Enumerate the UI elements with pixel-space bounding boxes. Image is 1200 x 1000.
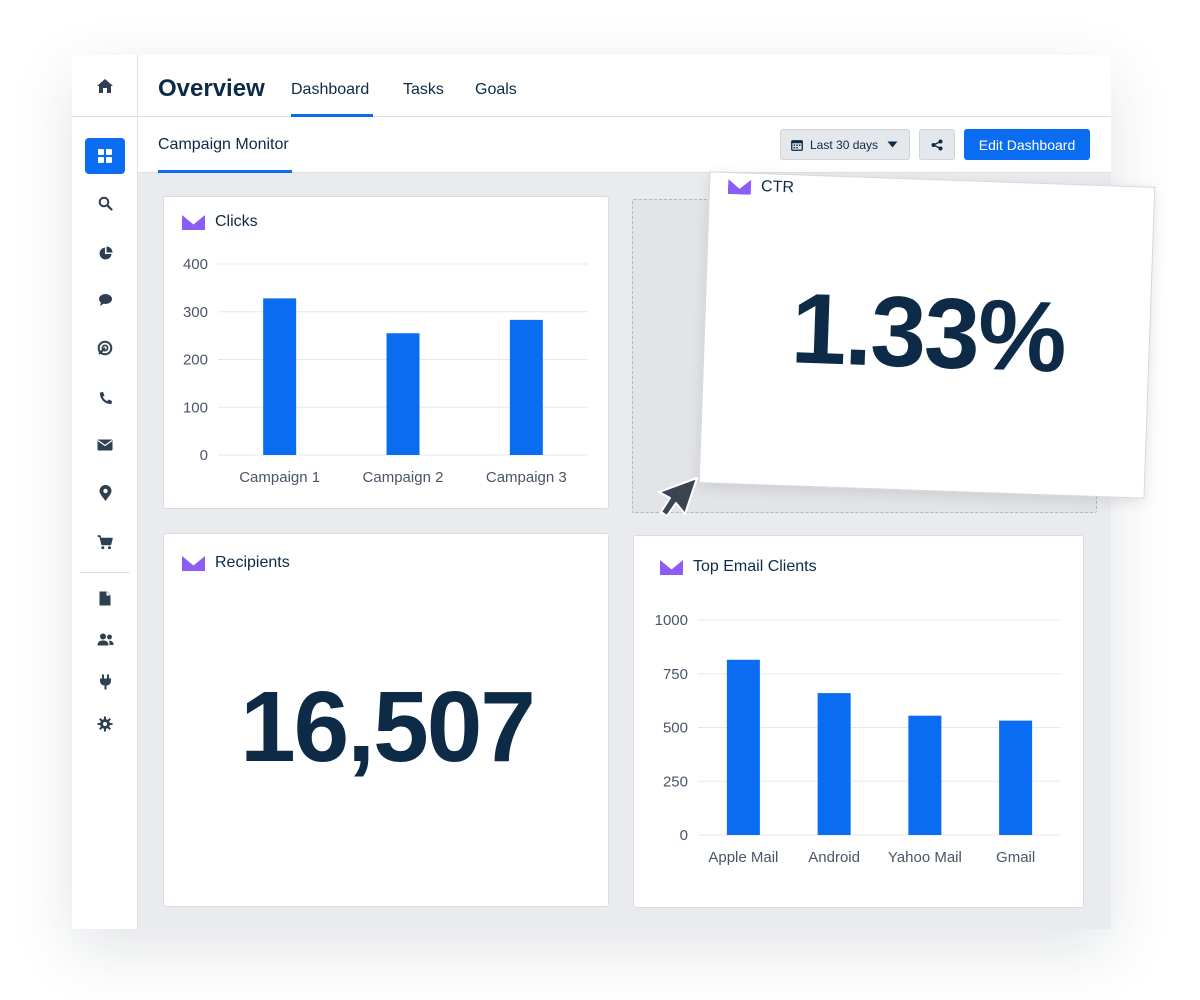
page-title: Overview	[158, 75, 265, 103]
share-icon	[931, 139, 943, 151]
widget-recipients[interactable]: Recipients 16,507	[163, 533, 609, 907]
x-tick-label: Yahoo Mail	[888, 849, 962, 866]
sidebar-item-integrations[interactable]	[85, 664, 125, 700]
x-tick-label: Campaign 1	[239, 469, 320, 486]
mail-icon	[97, 439, 113, 451]
search-icon	[98, 196, 113, 211]
gear-icon	[97, 716, 113, 732]
mouse-cursor-icon	[655, 476, 699, 520]
date-range-button[interactable]: Last 30 days	[780, 129, 910, 160]
target-icon	[97, 340, 113, 356]
campaign-monitor-logo-icon	[182, 556, 205, 571]
sidebar	[72, 55, 138, 929]
widget-header: CTR	[728, 177, 794, 197]
sidebar-divider	[80, 572, 130, 573]
sidebar-item-locations[interactable]	[85, 475, 125, 511]
y-tick-label: 250	[663, 773, 688, 790]
clicks-bar-chart: 0 100 200 300 400 Campaign 1 Campaign 2 Campaig…	[164, 197, 610, 510]
calendar-icon	[791, 139, 803, 151]
y-tick-label: 100	[183, 399, 208, 416]
bar	[999, 721, 1032, 835]
campaign-monitor-logo-icon	[728, 178, 752, 194]
home-icon	[96, 78, 114, 94]
sub-header: Campaign Monitor Last 30 days Edit Dashb…	[138, 117, 1111, 173]
sidebar-item-reports[interactable]	[85, 235, 125, 271]
location-pin-icon	[99, 485, 112, 502]
y-tick-label: 400	[183, 256, 208, 273]
dashboard-grid-icon	[97, 148, 113, 164]
tab-goals[interactable]: Goals	[475, 81, 517, 99]
bar	[387, 333, 420, 455]
tab-dashboard[interactable]: Dashboard	[291, 81, 369, 99]
plug-icon	[99, 674, 112, 690]
sidebar-item-email[interactable]	[85, 427, 125, 463]
sidebar-item-users[interactable]	[85, 621, 125, 657]
widget-clicks[interactable]: Clicks 0 100 200 300 400 Campaign 1 Campaign 2…	[163, 196, 609, 509]
top-bar: Overview Dashboard Tasks Goals	[138, 55, 1111, 117]
sidebar-item-calls[interactable]	[85, 380, 125, 416]
sidebar-item-search[interactable]	[85, 185, 125, 221]
bar	[510, 320, 543, 455]
users-icon	[97, 633, 114, 646]
widget-ctr-dragging[interactable]: CTR 1.33%	[699, 171, 1156, 498]
sidebar-home[interactable]	[72, 55, 137, 117]
y-tick-label: 0	[680, 827, 688, 844]
subtab-campaign-monitor[interactable]: Campaign Monitor	[158, 136, 289, 154]
app-window: Overview Dashboard Tasks Goals Campaign …	[72, 55, 1111, 929]
edit-dashboard-button[interactable]: Edit Dashboard	[964, 129, 1090, 160]
x-tick-label: Campaign 3	[486, 469, 567, 486]
phone-icon	[98, 391, 113, 406]
x-tick-label: Android	[808, 849, 860, 866]
document-icon	[99, 591, 111, 606]
date-range-label: Last 30 days	[810, 138, 878, 152]
widget-title: Recipients	[215, 554, 290, 572]
bar	[818, 693, 851, 835]
sidebar-item-settings[interactable]	[85, 706, 125, 742]
sidebar-item-targets[interactable]	[85, 330, 125, 366]
email-clients-bar-chart: 0 250 500 750 1000 Apple Mail Android Yahoo Mai…	[634, 536, 1085, 909]
sidebar-item-documents[interactable]	[85, 580, 125, 616]
y-tick-label: 300	[183, 304, 208, 321]
widget-title: CTR	[761, 178, 794, 197]
y-tick-label: 0	[200, 447, 208, 464]
ctr-value: 1.33%	[703, 268, 1153, 398]
x-tick-label: Apple Mail	[708, 849, 778, 866]
y-tick-label: 1000	[655, 612, 688, 629]
x-tick-label: Campaign 2	[363, 469, 444, 486]
bar	[263, 298, 296, 455]
cart-icon	[97, 535, 113, 550]
active-subtab-indicator	[158, 170, 292, 173]
widget-top-email-clients[interactable]: Top Email Clients 0 250 500 750 1000 Apple Ma…	[633, 535, 1084, 908]
x-tick-label: Gmail	[996, 849, 1035, 866]
bar	[727, 660, 760, 835]
recipients-value: 16,507	[164, 670, 610, 785]
sidebar-item-ecommerce[interactable]	[85, 524, 125, 560]
chat-icon	[98, 293, 113, 307]
widget-header: Recipients	[182, 554, 290, 572]
pie-chart-icon	[98, 246, 113, 261]
share-button[interactable]	[919, 129, 955, 160]
sidebar-item-dashboards[interactable]	[85, 138, 125, 174]
caret-down-icon	[887, 141, 898, 148]
bar	[908, 716, 941, 835]
sidebar-item-chat[interactable]	[85, 282, 125, 318]
y-tick-label: 200	[183, 352, 208, 369]
y-tick-label: 500	[663, 720, 688, 737]
y-tick-label: 750	[663, 666, 688, 683]
tab-tasks[interactable]: Tasks	[403, 81, 444, 99]
